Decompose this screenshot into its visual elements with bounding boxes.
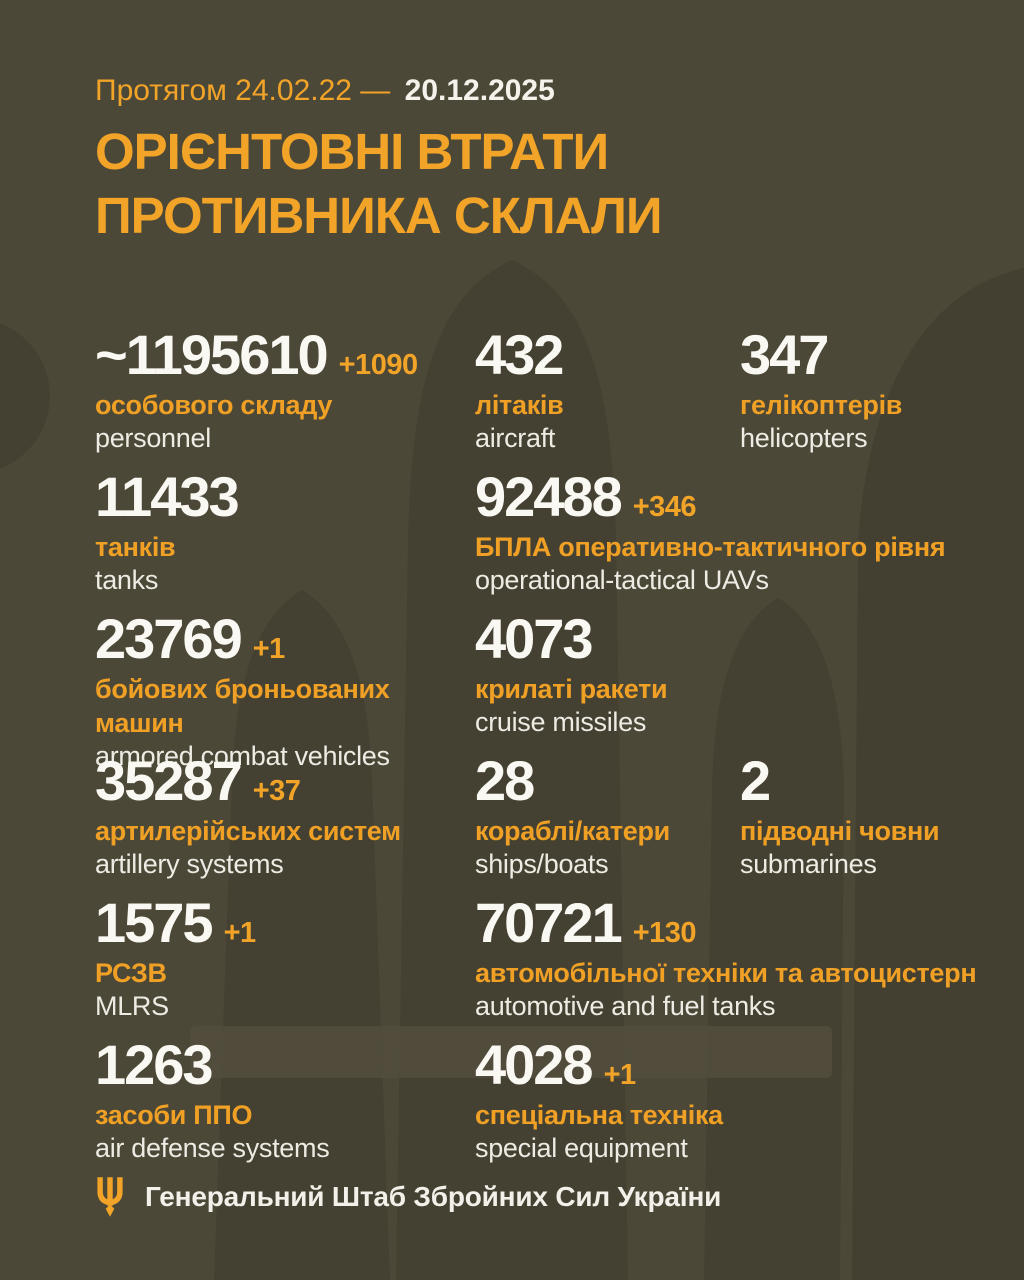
- stat-personnel: ~1195610 +1090 особового складу personne…: [95, 316, 475, 458]
- stat-artillery: 35287 +37 артилерійських систем artiller…: [95, 742, 475, 884]
- stat-label-uk: гелікоптерів: [740, 390, 903, 420]
- stat-label-en: automotive and fuel tanks: [475, 991, 776, 1021]
- stat-submarines: 2 підводні човни submarines: [740, 742, 1024, 884]
- stat-delta: +1: [252, 633, 286, 665]
- footer-source-text: Генеральний Штаб Збройних Сил України: [145, 1181, 722, 1212]
- stat-cruise-missiles: 4073 крилаті ракети cruise missiles: [475, 600, 1024, 742]
- page-title-line1: ОРІЄНТОВНІ ВТРАТИ: [95, 123, 609, 180]
- stat-label-uk: бойових броньованих машин: [95, 674, 390, 738]
- stat-value: 347: [740, 323, 829, 386]
- stat-automotive: 70721 +130 автомобільної техніки та авто…: [475, 884, 1024, 1026]
- stat-value: 4073: [475, 607, 594, 670]
- stat-value: 70721: [475, 891, 623, 954]
- stat-value: 2: [740, 749, 771, 812]
- stat-value: ~1195610: [95, 323, 329, 386]
- stat-value: 1263: [95, 1033, 214, 1096]
- footer: Генеральний Штаб Збройних Сил України: [95, 1176, 721, 1218]
- stat-label-uk: автомобільної техніки та автоцистерн: [475, 958, 977, 988]
- stat-mlrs: 1575 +1 РСЗВ MLRS: [95, 884, 475, 1026]
- stat-label-en: MLRS: [95, 991, 169, 1021]
- stat-helicopters: 347 гелікоптерів helicopters: [740, 316, 1024, 458]
- stat-delta: +1: [223, 917, 257, 949]
- stat-value: 92488: [475, 465, 623, 528]
- stat-label-uk: літаків: [475, 390, 564, 420]
- stat-delta: +37: [252, 775, 301, 807]
- stat-delta: +1: [603, 1059, 637, 1091]
- stat-label-uk: підводні човни: [740, 816, 940, 846]
- page-title-line2: ПРОТИВНИКА СКЛАЛИ: [95, 187, 663, 244]
- stat-delta: +346: [632, 491, 697, 523]
- stat-value: 11433: [95, 465, 240, 528]
- stats-grid: ~1195610 +1090 особового складу personne…: [95, 316, 1024, 1168]
- stat-label-en: air defense systems: [95, 1133, 330, 1163]
- stat-label-uk: танків: [95, 532, 176, 562]
- stat-value: 1575: [95, 891, 214, 954]
- stat-label-uk: РСЗВ: [95, 958, 167, 988]
- stat-value: 4028: [475, 1033, 594, 1096]
- stat-delta: +1090: [338, 349, 418, 381]
- stat-value: 35287: [95, 749, 243, 812]
- stat-label-uk: крилаті ракети: [475, 674, 668, 704]
- stat-uavs: 92488 +346 БПЛА оперативно-тактичного рі…: [475, 458, 1024, 600]
- stat-delta: +130: [632, 917, 697, 949]
- stat-label-en: tanks: [95, 565, 159, 595]
- stat-label-en: artillery systems: [95, 849, 284, 879]
- stat-label-uk: засоби ППО: [95, 1100, 253, 1130]
- tryzub-trident-icon: [97, 1177, 123, 1217]
- stat-label-uk: кораблі/катери: [475, 816, 670, 846]
- stat-label-uk: БПЛА оперативно-тактичного рівня: [475, 532, 946, 562]
- stat-label-en: operational-tactical UAVs: [475, 565, 769, 595]
- stat-label-en: aircraft: [475, 423, 556, 453]
- stat-label-en: ships/boats: [475, 849, 609, 879]
- period-date: 20.12.2025: [404, 74, 555, 107]
- stat-label-uk: спеціальна техніка: [475, 1100, 723, 1130]
- stat-ships: 28 кораблі/катери ships/boats: [475, 742, 740, 884]
- stat-value: 23769: [95, 607, 243, 670]
- stat-tanks: 11433 танків tanks: [95, 458, 475, 600]
- stat-label-en: submarines: [740, 849, 877, 879]
- stat-label-en: special equipment: [475, 1133, 688, 1163]
- page-title: ОРІЄНТОВНІ ВТРАТИ ПРОТИВНИКА СКЛАЛИ: [95, 120, 663, 248]
- stat-value: 432: [475, 323, 564, 386]
- stat-label-uk: особового складу: [95, 390, 333, 420]
- stat-air-defense: 1263 засоби ППО air defense systems: [95, 1026, 475, 1168]
- period-line: Протягом 24.02.22 — 20.12.2025: [95, 74, 555, 108]
- stat-aircraft: 432 літаків aircraft: [475, 316, 740, 458]
- stat-label-en: personnel: [95, 423, 211, 453]
- period-prefix: Протягом 24.02.22 —: [95, 74, 391, 107]
- stat-label-en: helicopters: [740, 423, 868, 453]
- stat-label-en: armored combat vehicles: [95, 741, 390, 771]
- stat-label-en: cruise missiles: [475, 707, 647, 737]
- stat-special-equipment: 4028 +1 спеціальна техніка special equip…: [475, 1026, 1024, 1168]
- stat-armored-vehicles: 23769 +1 бойових броньованих машин armor…: [95, 600, 475, 772]
- stat-value: 28: [475, 749, 535, 812]
- stat-label-uk: артилерійських систем: [95, 816, 401, 846]
